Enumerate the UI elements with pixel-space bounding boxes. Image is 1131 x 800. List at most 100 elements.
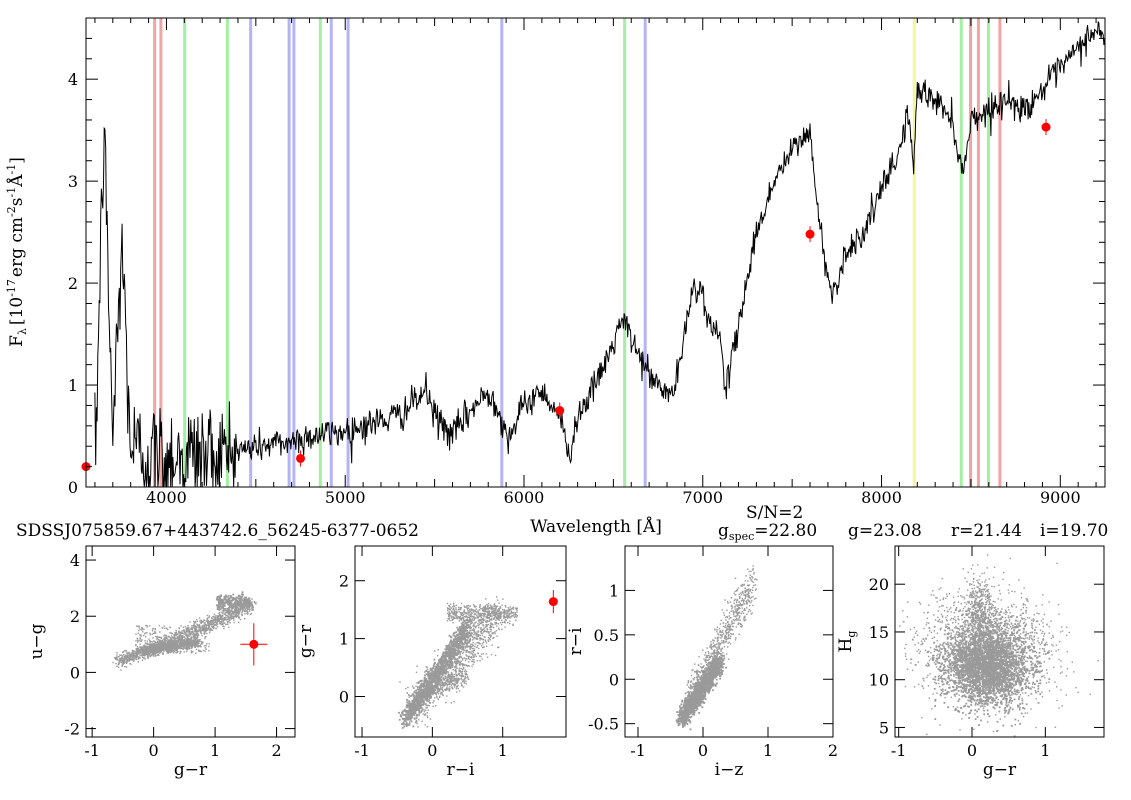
- star-point: [422, 703, 425, 705]
- star-point: [482, 624, 485, 626]
- star-point: [453, 605, 456, 608]
- star-point: [223, 596, 226, 599]
- star-point: [427, 675, 430, 678]
- star-point: [424, 697, 426, 699]
- star-point: [406, 706, 408, 709]
- star-point: [504, 604, 507, 607]
- star-point: [181, 645, 184, 647]
- star-point: [429, 669, 432, 672]
- star-point: [409, 711, 412, 714]
- star-point: [159, 636, 161, 638]
- star-point: [438, 671, 441, 674]
- star-point: [449, 619, 451, 622]
- star-point: [491, 622, 493, 625]
- star-point: [183, 630, 185, 632]
- star-point: [485, 630, 487, 632]
- star-point: [193, 631, 196, 633]
- star-point: [420, 702, 422, 705]
- star-point: [448, 680, 450, 682]
- star-point: [194, 646, 197, 648]
- star-point: [154, 649, 157, 651]
- star-point: [462, 651, 465, 653]
- star-point: [220, 605, 223, 608]
- star-point: [456, 667, 458, 669]
- star-point: [163, 625, 165, 627]
- star-point: [198, 650, 200, 652]
- star-point: [415, 685, 417, 687]
- star-point: [172, 637, 174, 639]
- star-point: [449, 609, 452, 611]
- star-point: [456, 634, 458, 636]
- star-point: [467, 622, 469, 624]
- star-point: [460, 608, 462, 611]
- star-point: [187, 641, 189, 643]
- star-point: [477, 611, 479, 613]
- star-point: [188, 627, 190, 629]
- star-point: [417, 709, 419, 711]
- star-point: [475, 655, 477, 657]
- star-point: [235, 603, 238, 605]
- star-point: [401, 712, 403, 714]
- star-point: [236, 611, 239, 614]
- star-point: [407, 686, 409, 689]
- star-point: [437, 688, 439, 690]
- star-point: [442, 689, 444, 692]
- star-point: [441, 672, 443, 674]
- star-point: [157, 648, 160, 651]
- star-point: [150, 645, 152, 648]
- star-point: [239, 618, 242, 621]
- star-point: [473, 647, 475, 650]
- star-point: [432, 693, 434, 696]
- star-point: [219, 611, 221, 614]
- star-point: [145, 624, 147, 627]
- star-point: [458, 606, 460, 609]
- star-point: [465, 664, 467, 666]
- star-point: [497, 627, 500, 629]
- star-point: [115, 657, 117, 659]
- star-point: [222, 601, 224, 604]
- star-point: [121, 657, 123, 659]
- star-point: [227, 602, 230, 605]
- star-point: [208, 623, 211, 625]
- star-point: [434, 675, 436, 678]
- star-point: [444, 669, 446, 671]
- star-point: [236, 606, 239, 609]
- star-point: [479, 634, 482, 637]
- star-point: [444, 673, 447, 675]
- star-point: [166, 642, 168, 645]
- star-point: [487, 617, 489, 619]
- star-point: [123, 659, 126, 661]
- star-point: [428, 704, 430, 707]
- x-axis-label: g−r: [174, 760, 208, 780]
- star-point: [242, 608, 244, 611]
- star-point: [478, 642, 480, 644]
- star-point: [222, 599, 224, 602]
- star-point: [428, 694, 431, 696]
- star-point: [466, 627, 469, 629]
- star-point: [453, 656, 456, 659]
- star-point: [224, 613, 227, 615]
- star-point: [135, 648, 138, 651]
- star-point: [243, 607, 246, 609]
- star-point: [202, 649, 205, 652]
- star-point: [448, 653, 450, 656]
- star-point: [238, 612, 241, 614]
- star-point: [134, 654, 136, 657]
- star-point: [214, 619, 217, 622]
- star-point: [238, 614, 240, 616]
- star-point: [246, 609, 248, 612]
- star-point: [132, 656, 134, 658]
- star-point: [174, 642, 177, 645]
- star-point: [454, 645, 456, 648]
- star-point: [410, 709, 412, 712]
- star-point: [230, 603, 233, 606]
- star-point: [440, 666, 443, 668]
- star-point: [406, 713, 409, 716]
- star-point: [122, 660, 125, 662]
- star-point: [406, 705, 409, 707]
- star-point: [471, 643, 473, 646]
- star-point: [232, 617, 235, 620]
- line-markers: [153, 18, 1002, 487]
- star-point: [211, 625, 213, 628]
